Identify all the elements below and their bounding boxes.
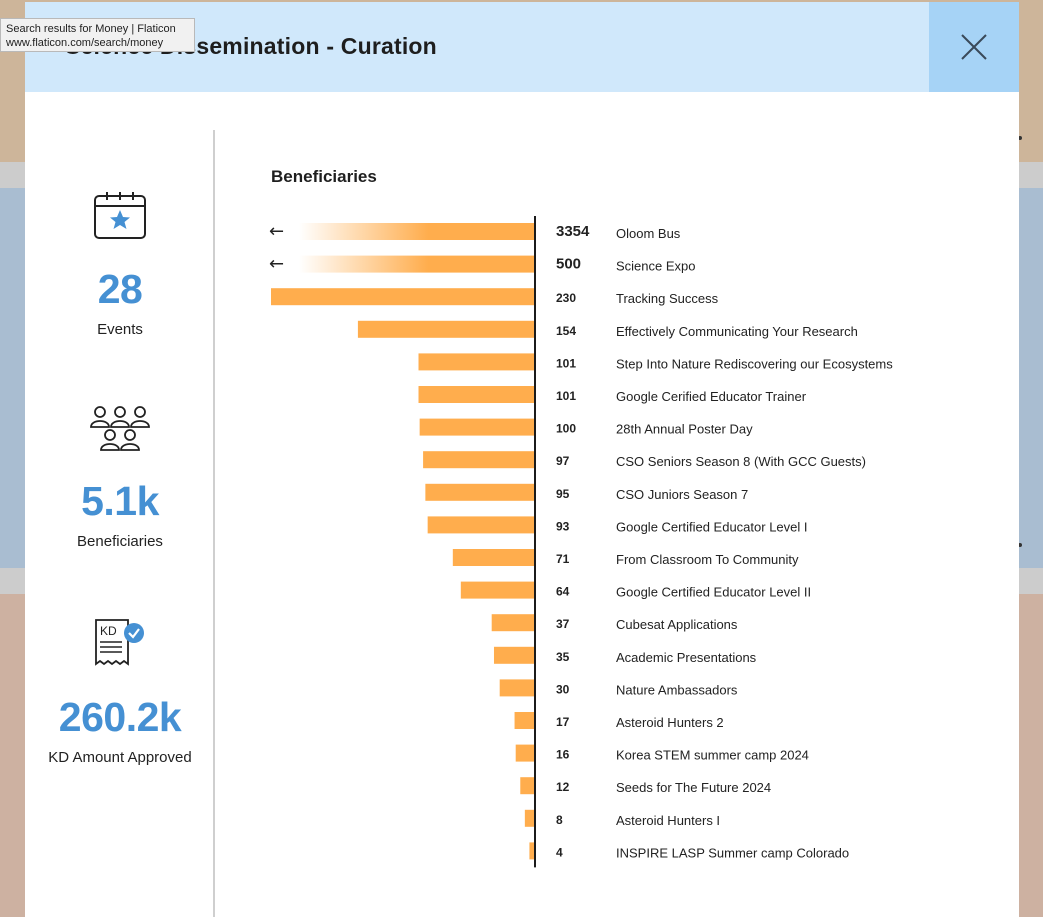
modal-dialog: Science Dissemination - Curation 28 Even… — [25, 2, 1019, 917]
bar-category-label: CSO Juniors Season 7 — [616, 487, 748, 502]
calendar-star-icon — [94, 192, 146, 239]
bar-value-label: 500 — [556, 256, 581, 273]
tooltip-url: www.flaticon.com/search/money — [6, 37, 164, 49]
chart-bar[interactable] — [418, 353, 534, 371]
chart-bar[interactable] — [299, 223, 534, 240]
bar-category-label: Asteroid Hunters 2 — [616, 715, 724, 730]
bar-category-label: Science Expo — [616, 259, 696, 274]
stat-events: 28 Events — [25, 190, 215, 338]
bar-value-label: 230 — [556, 291, 576, 305]
chart-bar[interactable] — [357, 320, 534, 338]
tooltip-title: Search results for Money | Flaticon — [6, 23, 176, 35]
bar-value-label: 12 — [556, 780, 570, 794]
bar-category-label: Effectively Communicating Your Research — [616, 324, 858, 339]
bar-value-label: 3354 — [556, 223, 590, 240]
stat-value: 260.2k — [58, 694, 182, 740]
bar-category-label: 28th Annual Poster Day — [616, 422, 753, 437]
close-icon — [961, 34, 987, 60]
beneficiaries-bar-chart: ← 3354 Oloom Bus ← 500 Science Expo 230 Trackin… — [269, 216, 893, 868]
background-dot — [1018, 136, 1022, 140]
stat-label: Beneficiaries — [77, 533, 163, 550]
chart-bar[interactable] — [529, 842, 534, 860]
chart-bar[interactable] — [423, 451, 534, 469]
bar-category-label: Nature Ambassadors — [616, 682, 738, 697]
truncated-arrow-icon: ← — [269, 221, 284, 242]
bar-value-label: 64 — [556, 585, 570, 599]
people-group-icon — [90, 406, 150, 451]
stat-label: KD Amount Approved — [48, 749, 192, 766]
bar-value-label: 17 — [556, 715, 570, 729]
receipt-check-icon: KD — [95, 619, 144, 666]
bar-value-label: 93 — [556, 519, 570, 533]
stat-value: 5.1k — [81, 478, 159, 524]
chart-bar[interactable] — [499, 679, 534, 697]
truncated-arrow-icon: ← — [269, 254, 284, 275]
bar-category-label: Google Certified Educator Level II — [616, 585, 811, 600]
stat-kd-amount: KD 260.2k KD Amount Approved — [25, 618, 215, 766]
bar-category-label: CSO Seniors Season 8 (With GCC Guests) — [616, 454, 866, 469]
bar-value-label: 16 — [556, 748, 570, 762]
bar-category-label: INSPIRE LASP Summer camp Colorado — [616, 845, 849, 860]
bar-value-label: 101 — [556, 389, 576, 403]
chart-bar[interactable] — [452, 549, 534, 566]
stats-panel: 28 Events 5.1k Beneficiaries KD — [25, 130, 215, 917]
chart-bar[interactable] — [520, 777, 534, 795]
bar-value-label: 8 — [556, 813, 563, 827]
bar-category-label: Seeds for The Future 2024 — [616, 780, 771, 795]
bar-value-label: 154 — [556, 324, 576, 338]
bar-category-label: Oloom Bus — [616, 226, 681, 241]
bar-category-label: Tracking Success — [616, 291, 719, 306]
bar-value-label: 37 — [556, 617, 570, 631]
chart-bar[interactable] — [524, 809, 534, 827]
chart-bar[interactable] — [493, 646, 534, 664]
chart-bar[interactable] — [425, 483, 534, 501]
bar-category-label: Google Cerified Educator Trainer — [616, 389, 807, 404]
chart-bar[interactable] — [271, 288, 534, 306]
bar-value-label: 30 — [556, 682, 570, 696]
browser-tooltip: Search results for Money | Flaticon www.… — [0, 18, 195, 52]
bar-value-label: 35 — [556, 650, 570, 664]
bar-value-label: 97 — [556, 454, 570, 468]
bar-value-label: 95 — [556, 487, 570, 501]
chart-bar[interactable] — [418, 386, 534, 403]
background-dot — [1018, 543, 1022, 547]
chart-bar[interactable] — [460, 581, 534, 599]
stat-label: Events — [97, 321, 143, 338]
chart-bar[interactable] — [514, 712, 534, 729]
bar-value-label: 4 — [556, 845, 563, 859]
bar-category-label: Google Certified Educator Level I — [616, 519, 808, 534]
close-button[interactable] — [929, 2, 1019, 92]
chart-title: Beneficiaries — [271, 167, 377, 186]
chart-bar[interactable] — [515, 744, 534, 762]
stat-beneficiaries: 5.1k Beneficiaries — [25, 406, 215, 550]
bar-category-label: Step Into Nature Rediscovering our Ecosy… — [616, 356, 893, 371]
bar-category-label: Academic Presentations — [616, 650, 757, 665]
stat-value: 28 — [97, 266, 143, 312]
chart-bar[interactable] — [491, 614, 534, 632]
bar-category-label: Korea STEM summer camp 2024 — [616, 748, 809, 763]
svg-text:KD: KD — [100, 624, 117, 638]
bar-value-label: 100 — [556, 422, 576, 436]
chart-bar[interactable] — [419, 418, 534, 436]
bar-category-label: Asteroid Hunters I — [616, 813, 720, 828]
chart-bar[interactable] — [427, 516, 534, 534]
bar-category-label: From Classroom To Community — [616, 552, 799, 567]
bar-value-label: 101 — [556, 356, 576, 370]
bar-value-label: 71 — [556, 552, 570, 566]
bar-category-label: Cubesat Applications — [616, 617, 738, 632]
chart-bar[interactable] — [299, 255, 534, 273]
